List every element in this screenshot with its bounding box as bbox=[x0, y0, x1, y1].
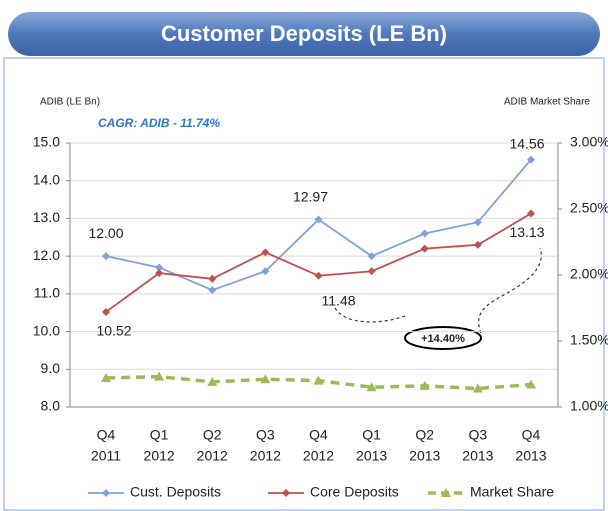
y-tick-label: 13.0 bbox=[33, 209, 60, 225]
x-tick-label: Q4 bbox=[309, 427, 328, 443]
legend-label: Cust. Deposits bbox=[130, 484, 221, 500]
y-tick-label: 10.0 bbox=[33, 322, 60, 338]
marker bbox=[155, 263, 164, 272]
marker bbox=[420, 244, 429, 253]
y2-tick-label: 2.50% bbox=[570, 200, 608, 216]
annotation-arrow bbox=[334, 247, 542, 334]
annotation-ellipse bbox=[404, 326, 482, 350]
x-tick-label: Q4 bbox=[97, 427, 116, 443]
data-label: 13.13 bbox=[509, 224, 544, 240]
marker bbox=[208, 286, 217, 295]
marker bbox=[260, 374, 271, 384]
y2-tick-label: 1.00% bbox=[570, 398, 608, 414]
legend-marker bbox=[282, 489, 290, 497]
x-tick-label: 2012 bbox=[303, 448, 334, 464]
legend-label: Market Share bbox=[470, 484, 554, 500]
y-axis-label: ADIB (LE Bn) bbox=[40, 97, 100, 108]
x-tick-label: Q2 bbox=[415, 427, 434, 443]
x-tick-label: Q1 bbox=[150, 427, 169, 443]
marker bbox=[367, 252, 376, 261]
data-label: 12.97 bbox=[293, 188, 328, 204]
marker bbox=[527, 209, 535, 218]
y2-tick-label: 1.50% bbox=[570, 332, 608, 348]
x-tick-label: Q3 bbox=[469, 427, 488, 443]
y2-axis-label: ADIB Market Share bbox=[504, 97, 591, 108]
x-tick-label: Q1 bbox=[362, 427, 381, 443]
legend-label: Core Deposits bbox=[310, 484, 399, 500]
x-tick-label: Q2 bbox=[203, 427, 222, 443]
marker bbox=[314, 215, 323, 224]
y-tick-label: 8.0 bbox=[41, 398, 61, 414]
marker bbox=[366, 382, 377, 392]
marker bbox=[313, 375, 324, 385]
x-tick-label: 2011 bbox=[91, 448, 121, 464]
data-label: 11.48 bbox=[322, 292, 356, 308]
x-tick-label: 2012 bbox=[144, 448, 175, 464]
header-bar bbox=[8, 12, 600, 56]
x-tick-label: Q4 bbox=[522, 427, 541, 443]
marker bbox=[314, 271, 323, 280]
marker bbox=[261, 267, 270, 276]
y-tick-label: 14.0 bbox=[33, 171, 60, 187]
marker bbox=[473, 218, 482, 227]
marker bbox=[261, 248, 270, 257]
marker bbox=[207, 376, 218, 386]
y2-tick-label: 3.00% bbox=[570, 134, 608, 150]
y-tick-label: 15.0 bbox=[33, 134, 60, 150]
marker bbox=[419, 380, 430, 390]
annotation: +14.40% bbox=[421, 333, 465, 345]
data-label: 14.56 bbox=[509, 135, 544, 151]
marker bbox=[101, 372, 111, 382]
subtitle: CAGR: ADIB - 11.74% bbox=[98, 116, 220, 130]
frame bbox=[3, 57, 605, 511]
marker bbox=[367, 267, 376, 276]
marker bbox=[102, 252, 110, 261]
marker bbox=[208, 274, 217, 283]
x-tick-label: 2012 bbox=[197, 448, 228, 464]
marker bbox=[154, 371, 165, 381]
data-label: 12.00 bbox=[88, 225, 123, 241]
chart-title: Customer Deposits (LE Bn) bbox=[161, 21, 447, 46]
marker bbox=[527, 155, 535, 164]
data-label: 10.52 bbox=[96, 323, 131, 339]
y-tick-label: 11.0 bbox=[34, 285, 60, 301]
marker bbox=[526, 379, 536, 389]
marker bbox=[155, 269, 164, 278]
y-tick-label: 9.0 bbox=[41, 360, 61, 376]
x-tick-label: 2013 bbox=[515, 448, 546, 464]
x-tick-label: 2013 bbox=[462, 448, 493, 464]
x-tick-label: 2013 bbox=[409, 448, 440, 464]
y2-tick-label: 2.00% bbox=[570, 266, 608, 282]
x-tick-label: 2012 bbox=[250, 448, 281, 464]
marker bbox=[472, 383, 483, 393]
marker bbox=[102, 307, 110, 316]
legend-marker bbox=[102, 489, 110, 497]
marker bbox=[420, 229, 429, 238]
marker bbox=[473, 240, 482, 249]
x-tick-label: Q3 bbox=[256, 427, 275, 443]
y-tick-label: 12.0 bbox=[33, 247, 60, 263]
legend-marker bbox=[441, 488, 451, 497]
x-tick-label: 2013 bbox=[356, 448, 387, 464]
